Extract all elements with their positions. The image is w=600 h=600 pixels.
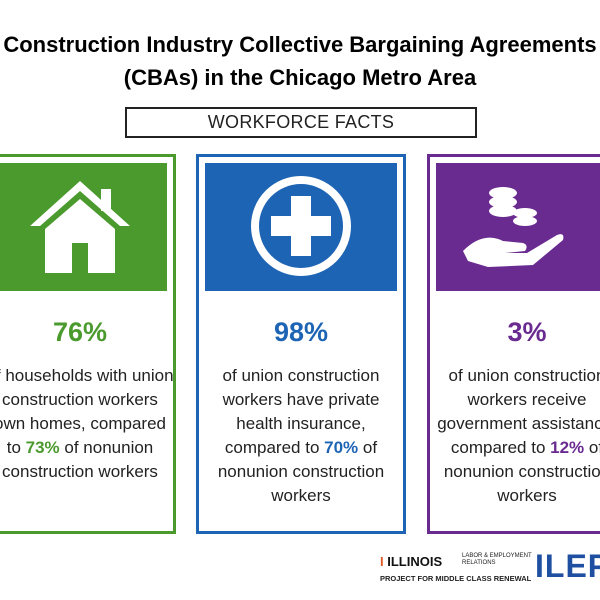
text: of nonunion construction workers xyxy=(2,438,158,481)
hand-coins-icon xyxy=(463,187,564,267)
highlight: 70% xyxy=(324,438,359,457)
logo-sub: LABOR & EMPLOYMENT RELATIONS xyxy=(462,553,532,566)
logo-text: ILLINOIS xyxy=(387,554,443,569)
house-icon xyxy=(30,181,130,273)
stat: 98% xyxy=(273,317,329,347)
fact-text: of union construction workers have priva… xyxy=(206,364,396,508)
card: 98% of union construction workers have p… xyxy=(196,154,406,534)
icon-panel xyxy=(0,163,167,291)
subtitle: WORKFORCE FACTS xyxy=(125,107,477,138)
logo: I ILLINOIS xyxy=(380,554,443,569)
fact-text: of households with union construction wo… xyxy=(0,364,175,484)
text: of union construction workers have priva… xyxy=(222,366,380,457)
logo-caption: PROJECT FOR MIDDLE CLASS RENEWAL xyxy=(380,574,532,583)
stat: 3% xyxy=(507,317,547,347)
text: of nonunion construction workers xyxy=(443,438,600,505)
title: Construction Industry Collective Bargain… xyxy=(3,32,597,90)
plus-icon xyxy=(251,176,351,276)
text: of union construction workers receive go… xyxy=(437,366,600,457)
highlight: 73% xyxy=(25,438,60,457)
card: 76% of households with union constructio… xyxy=(0,154,176,534)
fact-text: of union construction workers receive go… xyxy=(432,364,600,508)
icon-panel xyxy=(205,163,397,291)
text: of nonunion construction workers xyxy=(217,438,385,505)
stat: 76% xyxy=(52,317,108,347)
card: 3% of union construction workers receive… xyxy=(427,154,600,534)
highlight: 12% xyxy=(550,438,585,457)
logo2: ILEPI xyxy=(535,548,600,584)
text: of households with union construction wo… xyxy=(0,366,174,457)
icon-panel xyxy=(436,163,600,291)
